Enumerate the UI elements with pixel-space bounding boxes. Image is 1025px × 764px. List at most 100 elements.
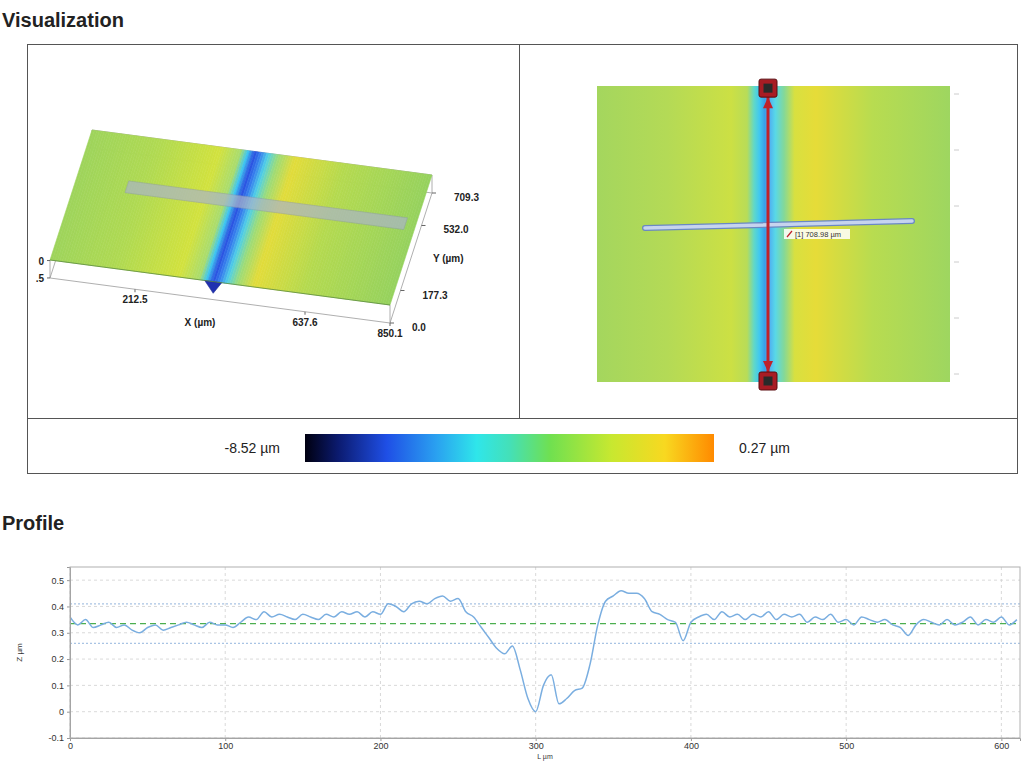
background [0, 0, 1025, 764]
y-tick [422, 225, 426, 226]
arrow-head [763, 97, 773, 108]
scale-tick [954, 318, 959, 319]
scale-tick [954, 374, 959, 375]
section-title: Visualization [2, 9, 124, 31]
x-axis: 0 100 200 300 400 500 600 [68, 738, 1021, 751]
surface-strip [380, 174, 424, 304]
frame-divider [519, 45, 520, 419]
reference-line [70, 603, 1020, 604]
y-tick [390, 323, 394, 324]
arrow-head [763, 361, 773, 372]
y-tick-label: 0.4 [51, 602, 64, 612]
visualization-frame [28, 45, 1018, 474]
x-tick-label: 850.1 [377, 328, 402, 339]
profile-chart: -0.1 0 0.1 0.2 0.3 0.4 0.5 0 100 200 300 400 500 600 Z… [15, 567, 1021, 761]
annotation-patch [784, 229, 850, 239]
profile-band [125, 181, 408, 230]
arrow-handle-inner [764, 377, 773, 386]
y-tick [432, 193, 436, 194]
y-axis: -0.1 0 0.1 0.2 0.3 0.4 0.5 [48, 568, 70, 744]
x-tick-label: 400 [684, 741, 699, 751]
y-tick-label: 709.3 [454, 192, 479, 203]
annotation-icon [787, 231, 792, 237]
y-tick-label: 0.2 [51, 654, 64, 664]
y-tick: 0.4 [51, 602, 70, 612]
x-axis-title: L µm [537, 753, 553, 761]
surface-strip [375, 173, 419, 303]
annotation-label: [1] 708.98 µm [795, 230, 841, 239]
x-axis-title: X (µm) [185, 317, 216, 328]
y-tick: 0.2 [51, 654, 70, 664]
surface [50, 130, 432, 305]
x-tick-label: 100 [218, 741, 233, 751]
x-tick-label: 500 [839, 741, 854, 751]
x-grid-line [846, 567, 847, 738]
scale-tick [954, 262, 959, 263]
frame-divider [28, 418, 1018, 419]
scale-tick [954, 94, 959, 95]
y-grid-line [70, 685, 1020, 686]
y-grid-line [70, 711, 1020, 712]
top-view: [1] 708.98 µm [597, 79, 959, 390]
arrow-handle [759, 372, 777, 390]
frame-border [28, 45, 1018, 474]
surface-strip [385, 174, 429, 304]
colorbar-label: 0.27 µm [739, 440, 790, 456]
profile-line [70, 591, 1017, 712]
y-tick-label: -0.1 [48, 733, 64, 743]
y-tick-label: 0.0 [412, 322, 426, 333]
measurement-arrow [767, 88, 770, 381]
bounding-box [50, 130, 432, 323]
section-title: Profile [2, 512, 64, 534]
colorbar: -8.52 µm 0.27 µm [224, 434, 789, 462]
x-tick-label: 200 [373, 741, 388, 751]
x-tick: 0 [68, 738, 73, 751]
x-grid-line [225, 567, 226, 738]
y-grid-line [70, 606, 1020, 607]
annotation: [1] 708.98 µm [784, 229, 850, 239]
y-grid-line [70, 632, 1020, 633]
y-tick-label: 0.5 [51, 576, 64, 586]
x-tick: 500 [839, 738, 854, 751]
grid [70, 567, 1020, 738]
x-tick: 400 [684, 738, 699, 751]
y-axis-title: Y (µm) [433, 253, 464, 264]
box-edge [50, 260, 51, 278]
y-tick-label: 0.1 [51, 681, 64, 691]
profile-line-outline [645, 221, 912, 228]
surface-3d: 212.5637.6850.1X (µm)0.0177.3532.0709.3Y… [36, 130, 480, 339]
plot-frame [70, 567, 1020, 738]
plot-background [70, 567, 1020, 738]
y-axis-title: Z µm [15, 643, 24, 662]
y-tick-label: 0.3 [51, 628, 64, 638]
z-tick-label: 0 [38, 256, 44, 267]
page: Visualization Profile 212.5 637.6 850.1 X (µm… [0, 0, 1025, 764]
arrow-handle [759, 79, 777, 97]
x-tick: 200 [373, 738, 388, 751]
x-tick: 300 [529, 738, 544, 751]
x-tick: 100 [218, 738, 233, 751]
y-tick: 0.1 [51, 681, 70, 691]
surface-labels: 212.5637.6850.1X (µm)0.0177.3532.0709.3Y… [36, 192, 480, 339]
y-grid-line [70, 659, 1020, 660]
x-tick-label: 212.5 [122, 294, 147, 305]
z-tick [47, 260, 50, 261]
colorbar-bar [305, 434, 714, 462]
box-edge [432, 175, 433, 193]
y-tick: 0.3 [51, 628, 70, 638]
reference-line [70, 643, 1020, 644]
y-tick: 0 [59, 707, 70, 717]
front-edge [50, 260, 390, 305]
y-grid-line [70, 580, 1020, 581]
x-tick-label: 0 [68, 741, 73, 751]
x-tick-label: 600 [994, 741, 1009, 751]
y-tick: -0.1 [48, 733, 70, 743]
colorbar-label: -8.52 µm [224, 440, 280, 456]
profile-line [645, 221, 912, 228]
surface-strip [388, 175, 432, 305]
x-tick: 600 [994, 738, 1009, 751]
surface-strip [378, 173, 422, 303]
x-grid-line [690, 567, 691, 738]
x-tick-label: 637.6 [292, 317, 317, 328]
scale-tick [954, 150, 959, 151]
